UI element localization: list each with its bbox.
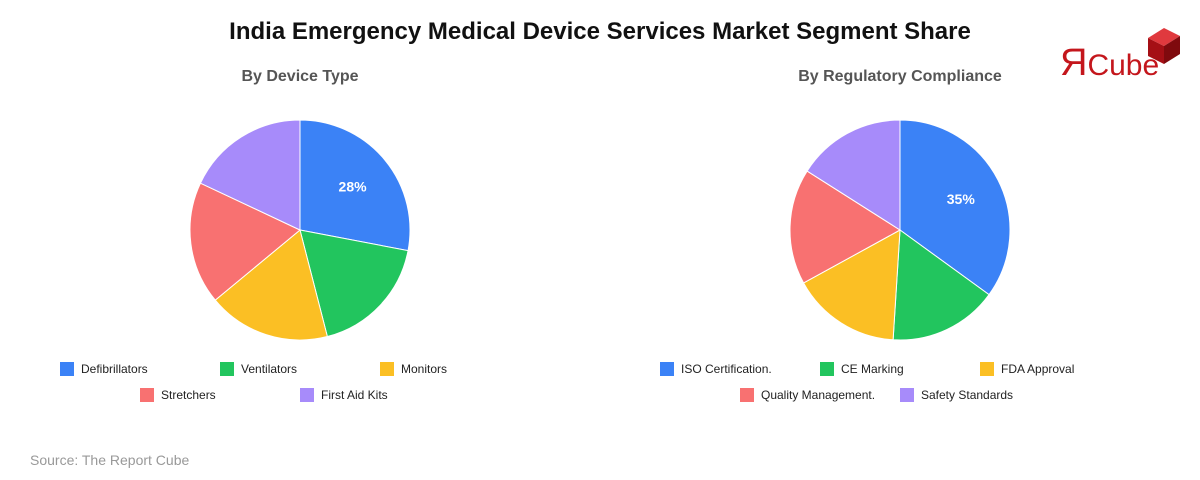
pie-slice-ce-marking <box>892 229 990 341</box>
legend-swatch <box>980 362 994 376</box>
legend-swatch <box>900 388 914 402</box>
regulatory-compliance-chart: By Regulatory Compliance 35% ISO Certifi… <box>600 60 1200 420</box>
legend-item-iso-certification: ISO Certification. <box>660 362 772 376</box>
legend-swatch <box>820 362 834 376</box>
data-label-defibrillators: 28% <box>339 179 368 195</box>
legend-item-fda-approval: FDA Approval <box>980 362 1074 376</box>
legend-swatch <box>660 362 674 376</box>
pie-slice-quality-management <box>789 170 901 284</box>
legend-swatch <box>380 362 394 376</box>
pie-slice-iso-certification <box>899 119 1011 296</box>
legend-swatch <box>60 362 74 376</box>
legend-item-safety-standards: Safety Standards <box>900 388 1013 402</box>
legend-swatch <box>140 388 154 402</box>
legend-item-quality-management: Quality Management. <box>740 388 875 402</box>
report-cube-logo: ЯCube <box>1060 26 1182 82</box>
pie-slice-first-aid-kits <box>199 119 301 231</box>
device-type-chart: By Device Type 28% Defibrillators Ventila… <box>0 60 600 420</box>
legend-label: Safety Standards <box>921 388 1014 402</box>
legend-item-first-aid-kits: First Aid Kits <box>300 388 388 402</box>
pie-slice-safety-standards <box>806 119 901 231</box>
pie-slice-stretchers <box>189 182 301 301</box>
legend-item-ventilators: Ventilators <box>220 362 297 376</box>
pie-regulatory-compliance: 35% <box>789 119 1011 341</box>
pie-slice-defibrillators <box>299 119 411 252</box>
legend-swatch <box>220 362 234 376</box>
legend-label: Monitors <box>401 362 448 376</box>
legend-label: First Aid Kits <box>321 388 388 402</box>
source-note: Source: The Report Cube <box>30 452 190 468</box>
pie-slice-ventilators <box>299 229 409 338</box>
main-title: India Emergency Medical Device Services … <box>229 18 971 45</box>
legend-label: Quality Management. <box>761 388 876 402</box>
logo-wordmark: ЯCube <box>1060 44 1159 82</box>
data-label-iso-certification: 35% <box>947 191 976 207</box>
legend-label: CE Marking <box>841 362 904 376</box>
legend-swatch <box>300 388 314 402</box>
legend-item-defibrillators: Defibrillators <box>60 362 148 376</box>
legend-label: Ventilators <box>241 362 298 376</box>
legend-label: Stretchers <box>161 388 216 402</box>
legend-item-stretchers: Stretchers <box>140 388 216 402</box>
cube-icon <box>1148 28 1180 64</box>
legend-regulatory-compliance: ISO Certification. CE Marking FDA Approval… <box>600 360 1200 420</box>
legend-label: Defibrillators <box>81 362 148 376</box>
logo-word: Cube <box>1087 49 1160 82</box>
legend-device-type: Defibrillators Ventilators Monitors Stretch… <box>0 360 600 420</box>
chart-title: By Device Type <box>241 68 359 85</box>
logo-letter-r: Я <box>1060 42 1088 84</box>
legend-item-ce-marking: CE Marking <box>820 362 904 376</box>
pie-slice-monitors <box>214 229 328 341</box>
legend-label: FDA Approval <box>1001 362 1075 376</box>
pie-slice-fda-approval <box>802 229 901 341</box>
pie-device-type: 28% <box>189 119 411 341</box>
legend-item-monitors: Monitors <box>380 362 447 376</box>
chart-title: By Regulatory Compliance <box>798 68 1002 85</box>
legend-label: ISO Certification. <box>681 362 772 376</box>
legend-swatch <box>740 388 754 402</box>
